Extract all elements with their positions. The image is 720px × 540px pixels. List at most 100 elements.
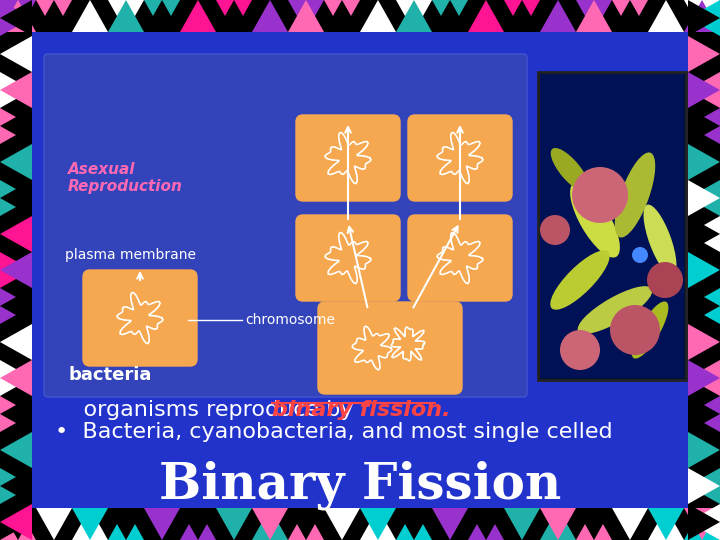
Polygon shape — [688, 0, 720, 36]
Polygon shape — [688, 144, 720, 180]
Polygon shape — [688, 504, 720, 540]
Polygon shape — [0, 252, 32, 288]
Polygon shape — [0, 0, 36, 32]
Polygon shape — [0, 144, 32, 180]
Polygon shape — [180, 0, 216, 32]
Ellipse shape — [615, 152, 655, 238]
Ellipse shape — [551, 148, 589, 192]
FancyBboxPatch shape — [538, 72, 686, 380]
Polygon shape — [0, 504, 32, 540]
Polygon shape — [288, 0, 324, 32]
Polygon shape — [288, 508, 324, 540]
Polygon shape — [688, 216, 720, 252]
Polygon shape — [252, 508, 288, 540]
Polygon shape — [144, 508, 180, 540]
Polygon shape — [144, 0, 180, 32]
Polygon shape — [108, 0, 144, 32]
Polygon shape — [0, 72, 32, 108]
Text: binary fission.: binary fission. — [272, 400, 451, 420]
Polygon shape — [0, 0, 36, 32]
Polygon shape — [684, 0, 720, 32]
Polygon shape — [432, 508, 468, 540]
Polygon shape — [648, 508, 684, 540]
Polygon shape — [468, 0, 504, 32]
Polygon shape — [360, 508, 396, 540]
Polygon shape — [36, 508, 72, 540]
Polygon shape — [688, 324, 720, 360]
Polygon shape — [468, 0, 504, 32]
Polygon shape — [648, 508, 684, 540]
Polygon shape — [688, 288, 720, 324]
Polygon shape — [72, 0, 108, 32]
Polygon shape — [504, 0, 540, 32]
Polygon shape — [0, 216, 32, 252]
Polygon shape — [688, 504, 720, 540]
Polygon shape — [576, 508, 612, 540]
Polygon shape — [0, 288, 32, 324]
Polygon shape — [324, 0, 360, 32]
Polygon shape — [612, 0, 648, 32]
Polygon shape — [0, 36, 32, 72]
Polygon shape — [540, 74, 684, 378]
Text: chromosome: chromosome — [245, 313, 335, 327]
Polygon shape — [684, 0, 720, 32]
Polygon shape — [324, 508, 360, 540]
Polygon shape — [396, 0, 432, 32]
Polygon shape — [216, 0, 252, 32]
Polygon shape — [688, 360, 720, 396]
Ellipse shape — [631, 301, 668, 359]
Polygon shape — [688, 468, 720, 504]
Polygon shape — [0, 432, 32, 468]
Polygon shape — [540, 508, 576, 540]
Polygon shape — [0, 324, 32, 360]
Polygon shape — [36, 508, 72, 540]
Polygon shape — [0, 180, 32, 216]
Polygon shape — [72, 508, 108, 540]
Polygon shape — [688, 180, 720, 216]
Polygon shape — [648, 0, 684, 32]
Text: plasma membrane: plasma membrane — [65, 248, 196, 262]
Polygon shape — [688, 216, 720, 252]
Polygon shape — [0, 36, 32, 72]
Polygon shape — [0, 508, 36, 540]
Polygon shape — [504, 508, 540, 540]
Polygon shape — [648, 0, 684, 32]
Polygon shape — [576, 0, 612, 32]
Polygon shape — [0, 108, 32, 144]
Text: organisms reproduce by: organisms reproduce by — [55, 400, 361, 420]
Polygon shape — [324, 0, 360, 32]
Polygon shape — [540, 0, 576, 32]
Ellipse shape — [550, 250, 610, 310]
Polygon shape — [688, 108, 720, 144]
Polygon shape — [688, 468, 720, 504]
FancyBboxPatch shape — [408, 215, 512, 301]
Polygon shape — [0, 180, 32, 216]
Polygon shape — [144, 0, 180, 32]
Polygon shape — [0, 144, 32, 180]
Polygon shape — [688, 396, 720, 432]
Polygon shape — [36, 0, 72, 32]
Polygon shape — [576, 0, 612, 32]
Polygon shape — [216, 508, 252, 540]
Polygon shape — [36, 0, 72, 32]
FancyBboxPatch shape — [296, 215, 400, 301]
Polygon shape — [0, 360, 32, 396]
Polygon shape — [688, 144, 720, 180]
Polygon shape — [688, 36, 720, 72]
Polygon shape — [688, 36, 720, 72]
Polygon shape — [72, 508, 108, 540]
Text: Asexual
Reproduction: Asexual Reproduction — [68, 162, 183, 194]
Polygon shape — [216, 0, 252, 32]
Polygon shape — [688, 432, 720, 468]
Polygon shape — [0, 252, 32, 288]
Circle shape — [560, 330, 600, 370]
Polygon shape — [688, 180, 720, 216]
Polygon shape — [688, 108, 720, 144]
Polygon shape — [504, 0, 540, 32]
Polygon shape — [360, 508, 396, 540]
Polygon shape — [180, 0, 216, 32]
Polygon shape — [0, 108, 32, 144]
Polygon shape — [0, 288, 32, 324]
Polygon shape — [432, 508, 468, 540]
Polygon shape — [688, 0, 720, 36]
